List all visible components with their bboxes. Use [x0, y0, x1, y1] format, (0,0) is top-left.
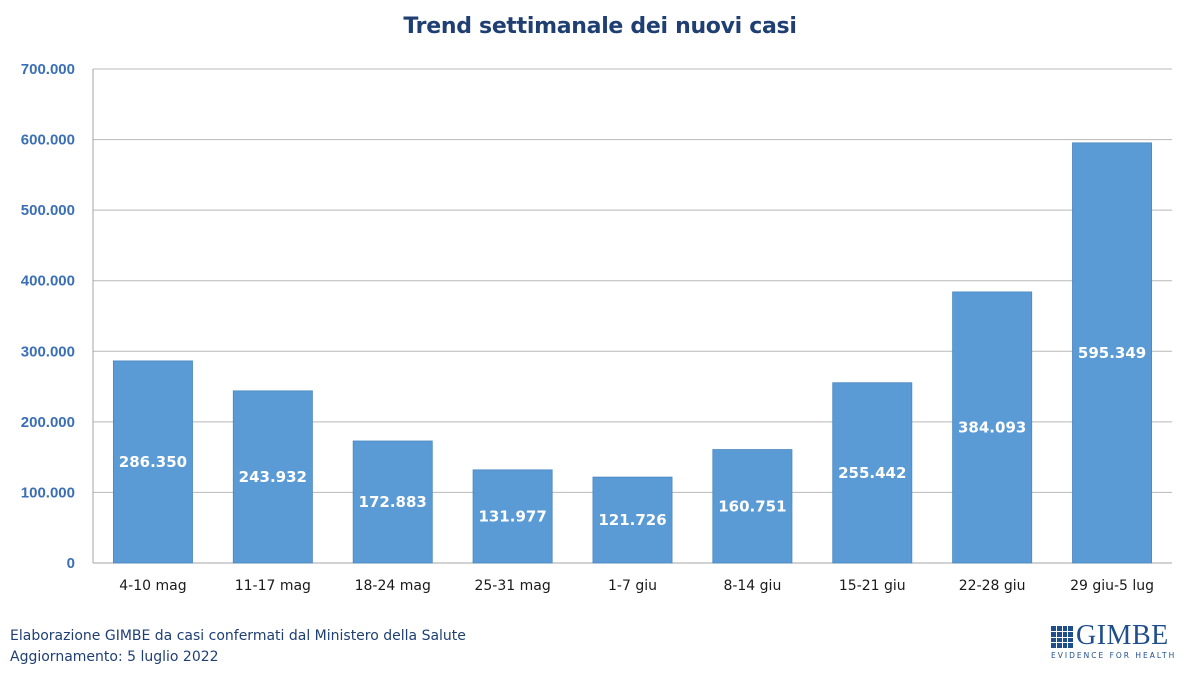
- bar: [352, 440, 433, 564]
- x-category-label: 11-17 mag: [235, 578, 311, 594]
- y-tick-label: 400.000: [21, 273, 75, 290]
- data-label: 243.932: [239, 468, 307, 486]
- y-tick-label: 100.000: [21, 484, 75, 501]
- x-category-label: 15-21 giu: [839, 578, 906, 594]
- data-label: 595.349: [1078, 344, 1146, 362]
- bar: [112, 360, 193, 564]
- data-label: 172.883: [359, 493, 427, 511]
- bars: [112, 142, 1153, 564]
- y-tick-label: 300.000: [21, 343, 75, 360]
- bar: [952, 291, 1033, 564]
- bar: [832, 382, 913, 564]
- data-label: 384.093: [958, 418, 1026, 436]
- bar: [592, 476, 673, 564]
- data-label: 121.726: [598, 511, 666, 529]
- x-category-label: 8-14 giu: [723, 578, 781, 594]
- y-tick-label: 200.000: [21, 414, 75, 431]
- x-category-label: 29 giu-5 lug: [1070, 578, 1154, 594]
- x-category-label: 18-24 mag: [355, 578, 431, 594]
- bar: [232, 390, 313, 564]
- x-axis-categories: 4-10 mag 11-17 mag 18-24 mag 25-31 mag 1-7 g…: [119, 578, 1154, 594]
- x-category-label: 4-10 mag: [119, 578, 186, 594]
- y-tick-label: 0: [67, 555, 75, 572]
- bar: [472, 469, 553, 564]
- source-note: Elaborazione GIMBE da casi confermati da…: [10, 626, 466, 668]
- data-label: 160.751: [718, 497, 786, 515]
- chart-title: Trend settimanale dei nuovi casi: [403, 14, 797, 39]
- y-tick-label: 500.000: [21, 202, 75, 219]
- y-axis-ticks: 0 100.000 200.000 300.000 400.000 500.000 600.…: [21, 61, 75, 572]
- x-category-label: 1-7 giu: [608, 578, 657, 594]
- update-line: Aggiornamento: 5 luglio 2022: [10, 649, 219, 665]
- x-category-label: 25-31 mag: [474, 578, 550, 594]
- x-category-label: 22-28 giu: [959, 578, 1026, 594]
- gimbe-grid-icon: [1051, 626, 1073, 648]
- data-label: 255.442: [838, 464, 906, 482]
- data-label: 131.977: [478, 507, 546, 525]
- y-tick-label: 600.000: [21, 132, 75, 149]
- logo-tagline: EVIDENCE FOR HEALTH: [1051, 651, 1177, 660]
- bar: [712, 449, 793, 564]
- logo-name: GIMBE: [1076, 620, 1169, 651]
- gimbe-logo: GIMBE EVIDENCE FOR HEALTH: [1051, 620, 1181, 664]
- y-tick-label: 700.000: [21, 61, 75, 78]
- data-labels: 286.350 243.932 172.883 131.977 121.726 160.7…: [119, 344, 1146, 529]
- bar: [1072, 142, 1153, 564]
- source-line: Elaborazione GIMBE da casi confermati da…: [10, 628, 466, 644]
- data-label: 286.350: [119, 453, 187, 471]
